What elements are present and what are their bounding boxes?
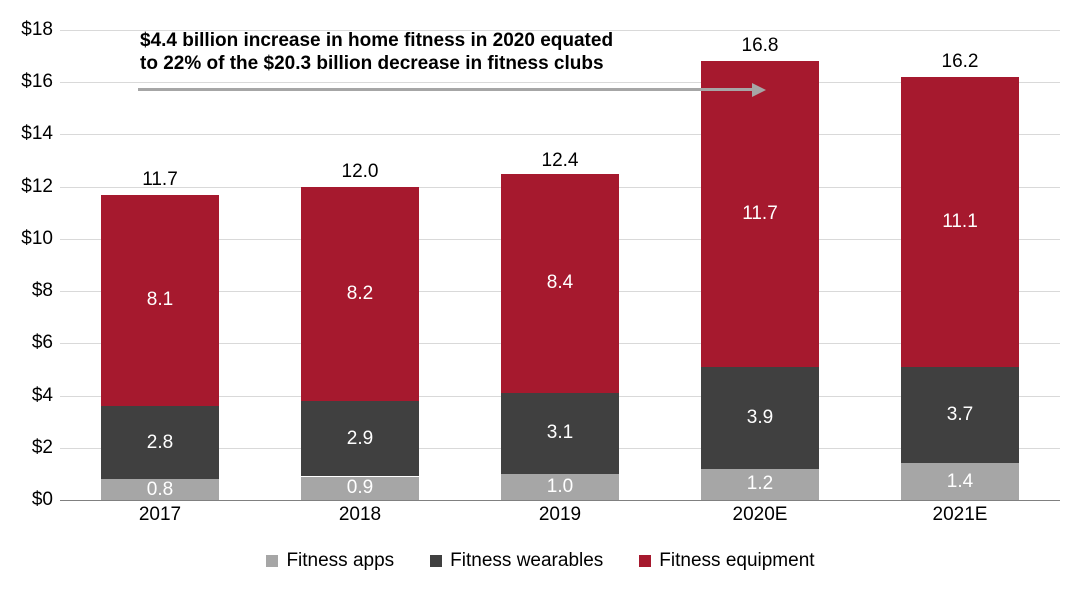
segment-value-label: 11.1	[901, 211, 1019, 233]
annotation-arrow-head	[752, 83, 766, 97]
x-category-label: 2019	[539, 504, 581, 526]
y-tick-label: $12	[3, 176, 53, 198]
annotation-line-2: to 22% of the $20.3 billion decrease in …	[140, 53, 604, 74]
plot-area: 0.82.88.111.70.92.98.212.01.03.18.412.41…	[60, 30, 1060, 500]
bar-total-label: 12.0	[301, 161, 419, 183]
segment-value-label: 3.1	[501, 422, 619, 444]
bar-group: 0.8 2.8 8.1 11.7	[101, 30, 219, 500]
segment-value-label: 2.8	[101, 432, 219, 454]
bar-total-label: 16.2	[901, 51, 1019, 73]
y-tick-label: $4	[3, 385, 53, 407]
segment-value-label: 3.9	[701, 407, 819, 429]
segment-value-label: 1.0	[501, 476, 619, 498]
legend-item-wearables: Fitness wearables	[430, 550, 603, 572]
segment-value-label: 0.8	[101, 479, 219, 501]
legend: Fitness apps Fitness wearables Fitness e…	[0, 550, 1081, 572]
annotation-text: $4.4 billion increase in home fitness in…	[140, 30, 613, 76]
bar-total-label: 11.7	[101, 169, 219, 191]
x-category-label: 2021E	[933, 504, 988, 526]
legend-item-apps: Fitness apps	[266, 550, 394, 572]
bar-group: 0.9 2.9 8.2 12.0	[301, 30, 419, 500]
segment-value-label: 3.7	[901, 404, 1019, 426]
bar-group: 1.0 3.1 8.4 12.4	[501, 30, 619, 500]
bar-group: 1.2 3.9 11.7 16.8	[701, 30, 819, 500]
bar-total-label: 12.4	[501, 150, 619, 172]
segment-value-label: 8.1	[101, 289, 219, 311]
segment-value-label: 1.2	[701, 473, 819, 495]
segment-value-label: 2.9	[301, 428, 419, 450]
bar-group: 1.4 3.7 11.1 16.2	[901, 30, 1019, 500]
legend-swatch-equipment	[639, 555, 651, 567]
legend-swatch-apps	[266, 555, 278, 567]
annotation-arrow-line	[138, 88, 752, 91]
legend-item-equipment: Fitness equipment	[639, 550, 814, 572]
bar-total-label: 16.8	[701, 35, 819, 57]
legend-label-equipment: Fitness equipment	[659, 550, 814, 572]
stacked-bar-chart: 0.82.88.111.70.92.98.212.01.03.18.412.41…	[0, 0, 1081, 589]
y-tick-label: $0	[3, 489, 53, 511]
segment-value-label: 8.4	[501, 272, 619, 294]
x-category-label: 2017	[139, 504, 181, 526]
y-tick-label: $2	[3, 437, 53, 459]
legend-swatch-wearables	[430, 555, 442, 567]
legend-label-apps: Fitness apps	[286, 550, 394, 572]
legend-label-wearables: Fitness wearables	[450, 550, 603, 572]
y-tick-label: $14	[3, 123, 53, 145]
y-tick-label: $8	[3, 280, 53, 302]
x-category-label: 2020E	[733, 504, 788, 526]
y-tick-label: $6	[3, 332, 53, 354]
y-tick-label: $16	[3, 71, 53, 93]
segment-value-label: 1.4	[901, 471, 1019, 493]
y-tick-label: $18	[3, 19, 53, 41]
segment-value-label: 0.9	[301, 477, 419, 499]
segment-value-label: 8.2	[301, 283, 419, 305]
y-tick-label: $10	[3, 228, 53, 250]
x-category-label: 2018	[339, 504, 381, 526]
annotation-line-1: $4.4 billion increase in home fitness in…	[140, 30, 613, 51]
segment-value-label: 11.7	[701, 203, 819, 225]
